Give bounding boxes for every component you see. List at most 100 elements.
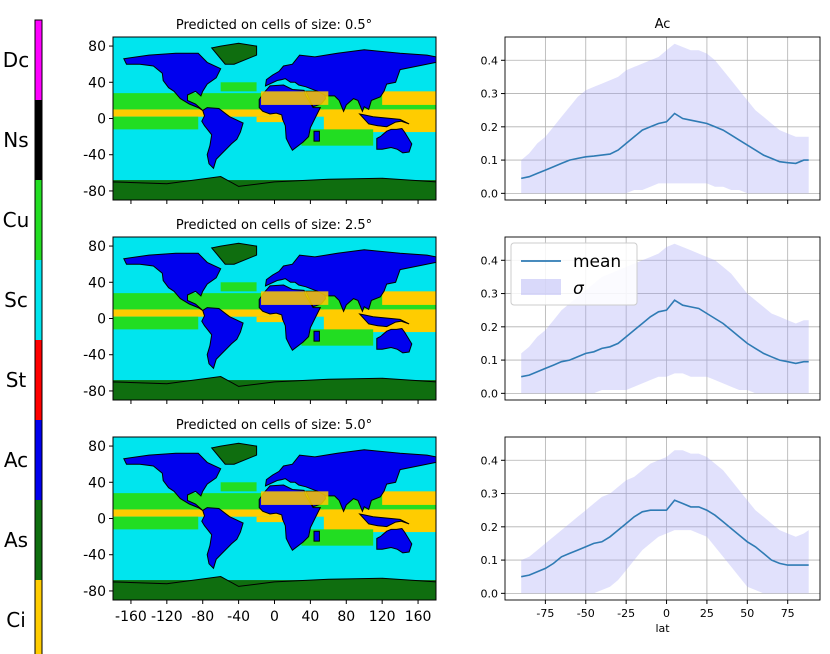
- cloud-band: [382, 91, 436, 105]
- y-tick-label: 0.2: [481, 121, 499, 134]
- plot-frame: [504, 236, 821, 401]
- continent-samerica: [201, 307, 244, 370]
- x-tick-label: 25: [700, 607, 714, 620]
- map-title-0p5: Predicted on cells of size: 0.5°: [176, 18, 372, 33]
- y-tick-label: 0.1: [481, 554, 499, 567]
- map-y-tick-label: -40: [83, 548, 106, 564]
- map-x-tick-label: 160: [405, 609, 432, 625]
- legend-box: [510, 242, 638, 306]
- cloud-band: [220, 282, 257, 292]
- cloud-band: [256, 316, 284, 323]
- continent-antarctica: [113, 175, 436, 200]
- map-x-tick-label: -160: [115, 609, 147, 625]
- map-title-2p5: Predicted on cells of size: 2.5°: [176, 218, 372, 233]
- plot-frame: [504, 36, 821, 201]
- x-tick-label: 50: [740, 607, 754, 620]
- colorbar-swatch-cu: [35, 180, 42, 260]
- map-y-tick-label: 0: [97, 312, 106, 328]
- y-tick-label: 0.1: [481, 354, 499, 367]
- colorbar-frame: [34, 19, 43, 654]
- x-tick-label: -50: [577, 607, 595, 620]
- map-title-5p0: Predicted on cells of size: 5.0°: [176, 418, 372, 433]
- map-x-tick-label: 120: [369, 609, 396, 625]
- continent-antarctica: [113, 375, 436, 400]
- sigma-band: [521, 243, 809, 394]
- colorbar-label-ns: Ns: [3, 128, 28, 152]
- cloud-band: [256, 516, 284, 523]
- colorbar-swatch-ci: [35, 580, 42, 654]
- map-y-tick-label: 0: [97, 512, 106, 528]
- cloud-band: [113, 316, 199, 330]
- continent-madagascar: [313, 330, 320, 342]
- map-y-tick-label: 40: [88, 275, 106, 291]
- x-tick-label: 0: [663, 607, 670, 620]
- y-tick-label: 0.4: [481, 54, 499, 67]
- legend-swatch-sigma: [521, 279, 561, 295]
- map-y-tick-label: -80: [83, 184, 106, 200]
- cloud-band: [261, 291, 329, 305]
- cloud-band: [113, 116, 199, 130]
- map-y-tick-label: 40: [88, 75, 106, 91]
- mean-line: [521, 112, 809, 180]
- continent-australia: [376, 327, 413, 354]
- x-tick-label: -25: [617, 607, 635, 620]
- mean-line: [521, 299, 809, 378]
- cloud-band: [256, 116, 284, 123]
- y-tick-label: 0.0: [481, 587, 499, 600]
- cloud-band: [382, 291, 436, 305]
- map-y-tick-label: -80: [83, 584, 106, 600]
- y-tick-label: 0.2: [481, 521, 499, 534]
- cloud-band: [261, 91, 329, 105]
- map-x-tick-label: -80: [191, 609, 214, 625]
- y-tick-label: 0.0: [481, 187, 499, 200]
- y-tick-label: 0.1: [481, 154, 499, 167]
- map-y-tick-label: 0: [97, 112, 106, 128]
- continent-madagascar: [313, 130, 320, 142]
- map-panel-0p5: Predicted on cells of size: 0.5° 80 40 0 -4…: [83, 18, 437, 204]
- sigma-band: [521, 43, 809, 194]
- map-y-tick-label: 80: [88, 439, 106, 455]
- ac-lat-plot-2p5: 0.0 0.1 0.2 0.3 0.4 mean σ: [481, 236, 821, 404]
- colorbar-label-st: St: [6, 368, 27, 392]
- y-tick-label: 0.2: [481, 321, 499, 334]
- map-x-tick-label: -40: [227, 609, 250, 625]
- continent-eurasia: [264, 249, 436, 313]
- continent-indonesia: [358, 313, 410, 328]
- legend: mean σ: [510, 242, 638, 306]
- continent-greenland: [210, 42, 258, 65]
- continent-namerica: [123, 52, 222, 111]
- continent-australia: [376, 127, 413, 154]
- continent-indonesia: [358, 513, 410, 528]
- continent-australia: [376, 527, 413, 554]
- colorbar-swatch-ac: [35, 420, 42, 500]
- y-tick-label: 0.3: [481, 488, 499, 501]
- plot-frame: [504, 436, 821, 601]
- x-tick-label: -75: [536, 607, 554, 620]
- map-x-tick-label: -120: [151, 609, 183, 625]
- cloud-band: [220, 482, 257, 492]
- colorbar-swatch-sc: [35, 260, 42, 340]
- continent-samerica: [201, 107, 244, 170]
- cloud-band: [220, 82, 257, 92]
- colorbar-label-ac: Ac: [4, 448, 28, 472]
- map-y-tick-label: 80: [88, 239, 106, 255]
- map-y-tick-label: -40: [83, 148, 106, 164]
- legend-label-mean: mean: [573, 252, 621, 272]
- continent-samerica: [201, 507, 244, 570]
- continent-namerica: [123, 452, 222, 511]
- cloud-band: [301, 529, 374, 546]
- colorbar-label-dc: Dc: [3, 48, 29, 72]
- continent-madagascar: [313, 530, 320, 542]
- x-axis-label: lat: [655, 622, 670, 635]
- continent-namerica: [123, 252, 222, 311]
- map-y-tick-label: 80: [88, 39, 106, 55]
- continent-antarctica: [113, 575, 436, 600]
- legend-label-sigma: σ: [573, 279, 585, 299]
- colorbar-label-cu: Cu: [3, 208, 30, 232]
- cloud-type-colorbar: Dc Ns Cu Sc St Ac As Ci: [3, 19, 43, 654]
- sigma-band: [521, 450, 809, 594]
- map-x-tick-label: 80: [337, 609, 355, 625]
- colorbar-swatch-as: [35, 500, 42, 580]
- map-x-tick-label: 40: [301, 609, 319, 625]
